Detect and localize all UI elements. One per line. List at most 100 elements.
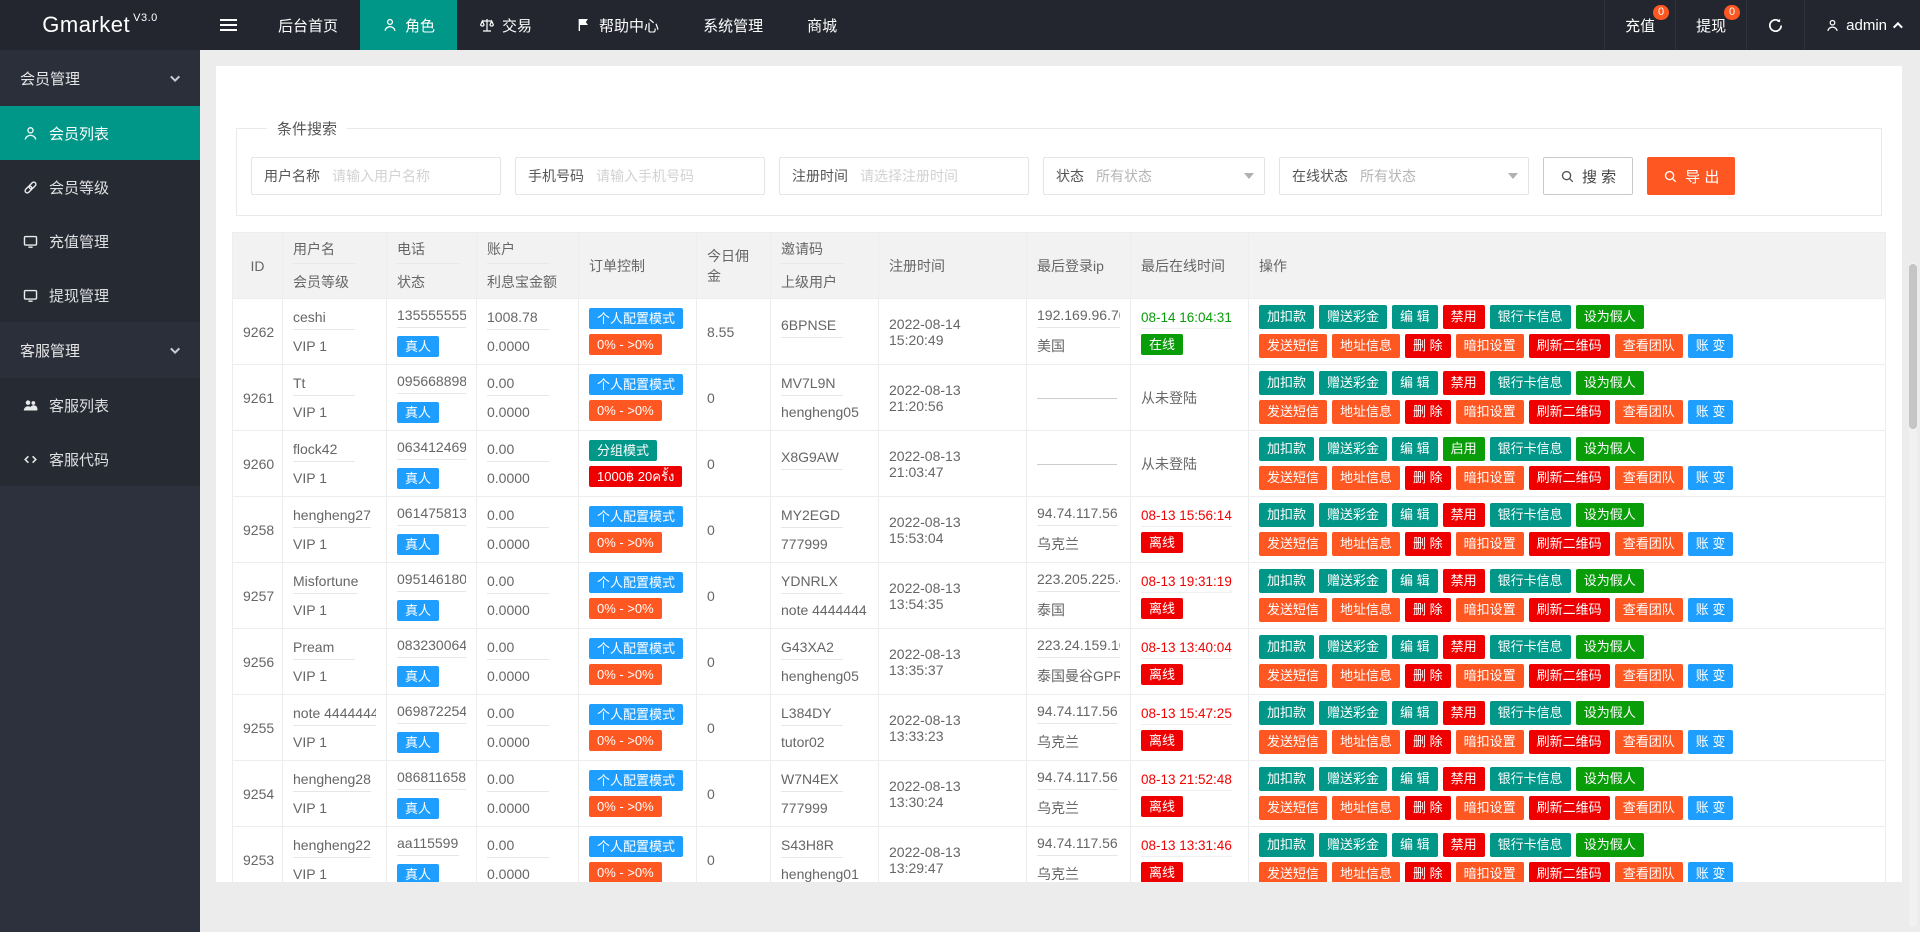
action-button[interactable]: 发送短信 [1259, 400, 1328, 424]
action-button[interactable]: 查看团队 [1614, 334, 1683, 358]
nav-item-1[interactable]: 角色 [360, 0, 458, 50]
action-button[interactable]: 设为假人 [1575, 305, 1644, 329]
action-button[interactable]: 赠送彩金 [1319, 767, 1388, 791]
refresh-button[interactable] [1746, 0, 1804, 50]
action-button[interactable]: 加扣款 [1259, 305, 1315, 329]
action-button[interactable]: 赠送彩金 [1319, 833, 1388, 857]
action-button[interactable]: 加扣款 [1259, 569, 1315, 593]
action-button[interactable]: 禁用 [1442, 503, 1485, 527]
action-button[interactable]: 删 除 [1405, 664, 1451, 688]
action-button[interactable]: 查看团队 [1614, 400, 1683, 424]
action-button[interactable]: 编 辑 [1392, 701, 1438, 725]
action-button[interactable]: 设为假人 [1575, 635, 1644, 659]
action-button[interactable]: 地址信息 [1332, 664, 1401, 688]
action-button[interactable]: 设为假人 [1575, 569, 1644, 593]
action-button[interactable]: 刷新二维码 [1528, 862, 1610, 882]
action-button[interactable]: 查看团队 [1614, 466, 1683, 490]
action-button[interactable]: 账 变 [1687, 466, 1734, 490]
action-button[interactable]: 银行卡信息 [1489, 305, 1571, 329]
action-button[interactable]: 查看团队 [1614, 730, 1683, 754]
action-button[interactable]: 删 除 [1405, 532, 1451, 556]
action-button[interactable]: 地址信息 [1332, 400, 1401, 424]
search-field-input-2[interactable] [860, 168, 1028, 184]
action-button[interactable]: 发送短信 [1259, 334, 1328, 358]
action-button[interactable]: 禁用 [1442, 371, 1485, 395]
sidebar-section-0[interactable]: 会员管理 [0, 50, 200, 106]
action-button[interactable]: 删 除 [1405, 796, 1451, 820]
action-button[interactable]: 加扣款 [1259, 701, 1315, 725]
action-button[interactable]: 加扣款 [1259, 767, 1315, 791]
action-button[interactable]: 删 除 [1405, 466, 1451, 490]
action-button[interactable]: 发送短信 [1259, 664, 1328, 688]
action-button[interactable]: 账 变 [1687, 862, 1734, 882]
action-button[interactable]: 查看团队 [1614, 664, 1683, 688]
action-button[interactable]: 刷新二维码 [1528, 598, 1610, 622]
action-button[interactable]: 发送短信 [1259, 796, 1328, 820]
recharge-nav-item[interactable]: 充值 0 [1604, 0, 1675, 50]
nav-item-0[interactable]: 后台首页 [278, 17, 339, 35]
sidebar-section-1[interactable]: 客服管理 [0, 322, 200, 378]
action-button[interactable]: 银行卡信息 [1489, 701, 1571, 725]
action-button[interactable]: 刷新二维码 [1528, 664, 1610, 688]
action-button[interactable]: 编 辑 [1392, 767, 1438, 791]
action-button[interactable]: 赠送彩金 [1319, 569, 1388, 593]
action-button[interactable]: 账 变 [1687, 796, 1734, 820]
action-button[interactable]: 赠送彩金 [1319, 701, 1388, 725]
action-button[interactable]: 加扣款 [1259, 437, 1315, 461]
action-button[interactable]: 设为假人 [1575, 767, 1644, 791]
search-field-input-0[interactable] [332, 168, 500, 184]
action-button[interactable]: 暗扣设置 [1455, 598, 1524, 622]
action-button[interactable]: 暗扣设置 [1455, 862, 1524, 882]
search-field-select-3[interactable]: 所有状态 [1096, 166, 1264, 186]
sidebar-item-0-1[interactable]: 会员等级 [0, 160, 200, 214]
action-button[interactable]: 查看团队 [1614, 598, 1683, 622]
action-button[interactable]: 加扣款 [1259, 635, 1315, 659]
action-button[interactable]: 账 变 [1687, 664, 1734, 688]
withdraw-nav-item[interactable]: 提现 0 [1675, 0, 1746, 50]
action-button[interactable]: 加扣款 [1259, 833, 1315, 857]
action-button[interactable]: 账 变 [1687, 598, 1734, 622]
action-button[interactable]: 银行卡信息 [1489, 635, 1571, 659]
action-button[interactable]: 设为假人 [1575, 833, 1644, 857]
action-button[interactable]: 地址信息 [1332, 598, 1401, 622]
action-button[interactable]: 编 辑 [1392, 569, 1438, 593]
action-button[interactable]: 查看团队 [1614, 532, 1683, 556]
action-button[interactable]: 赠送彩金 [1319, 635, 1388, 659]
nav-item-3[interactable]: 帮助中心 [554, 0, 681, 50]
action-button[interactable]: 发送短信 [1259, 598, 1328, 622]
sidebar-item-1-1[interactable]: 客服代码 [0, 432, 200, 486]
nav-item-2[interactable]: 交易 [457, 0, 554, 50]
sidebar-item-0-2[interactable]: 充值管理 [0, 214, 200, 268]
action-button[interactable]: 编 辑 [1392, 371, 1438, 395]
action-button[interactable]: 地址信息 [1332, 466, 1401, 490]
action-button[interactable]: 暗扣设置 [1455, 532, 1524, 556]
action-button[interactable]: 查看团队 [1614, 796, 1683, 820]
action-button[interactable]: 启用 [1442, 437, 1485, 461]
action-button[interactable]: 账 变 [1687, 334, 1734, 358]
action-button[interactable]: 设为假人 [1575, 437, 1644, 461]
sidebar-item-0-0[interactable]: 会员列表 [0, 106, 200, 160]
action-button[interactable]: 编 辑 [1392, 635, 1438, 659]
action-button[interactable]: 银行卡信息 [1489, 569, 1571, 593]
action-button[interactable]: 删 除 [1405, 400, 1451, 424]
action-button[interactable]: 银行卡信息 [1489, 503, 1571, 527]
search-field-select-4[interactable]: 所有状态 [1360, 166, 1528, 186]
action-button[interactable]: 发送短信 [1259, 532, 1328, 556]
action-button[interactable]: 刷新二维码 [1528, 400, 1610, 424]
action-button[interactable]: 赠送彩金 [1319, 305, 1388, 329]
action-button[interactable]: 设为假人 [1575, 701, 1644, 725]
action-button[interactable]: 编 辑 [1392, 437, 1438, 461]
sidebar-item-0-3[interactable]: 提现管理 [0, 268, 200, 322]
action-button[interactable]: 地址信息 [1332, 730, 1401, 754]
action-button[interactable]: 赠送彩金 [1319, 371, 1388, 395]
action-button[interactable]: 刷新二维码 [1528, 334, 1610, 358]
nav-item-5[interactable]: 商城 [807, 17, 838, 35]
admin-menu[interactable]: admin [1804, 0, 1920, 50]
action-button[interactable]: 暗扣设置 [1455, 664, 1524, 688]
action-button[interactable]: 加扣款 [1259, 503, 1315, 527]
search-field-input-1[interactable] [596, 168, 764, 184]
action-button[interactable]: 发送短信 [1259, 466, 1328, 490]
action-button[interactable]: 加扣款 [1259, 371, 1315, 395]
action-button[interactable]: 地址信息 [1332, 796, 1401, 820]
action-button[interactable]: 刷新二维码 [1528, 466, 1610, 490]
